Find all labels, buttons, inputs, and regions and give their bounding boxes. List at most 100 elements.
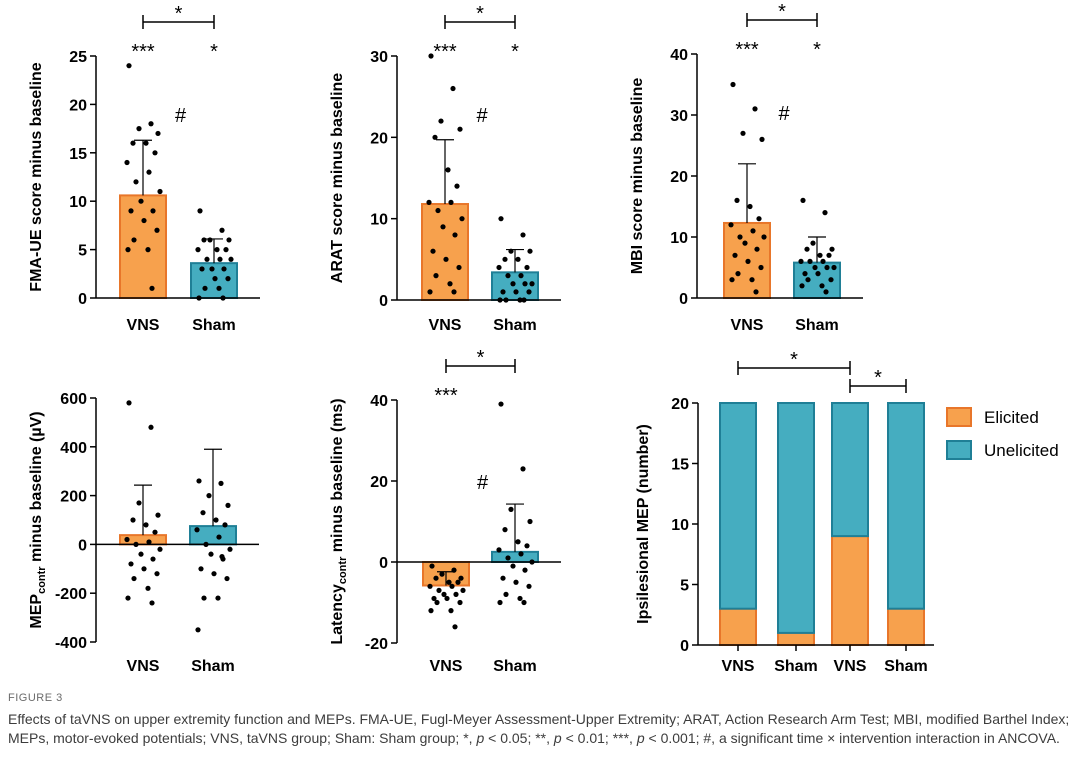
data-point — [224, 575, 230, 582]
sig-bracket-label: * — [874, 367, 882, 389]
data-point — [433, 273, 439, 279]
data-point — [745, 258, 751, 264]
data-point — [513, 289, 519, 295]
caption-seg-4: < 0.01; ***, — [561, 730, 637, 746]
data-point — [804, 246, 810, 252]
y-tick-label: 40 — [670, 47, 688, 64]
data-point — [805, 277, 811, 283]
data-point — [221, 266, 227, 272]
data-point — [219, 554, 225, 560]
bar-segment-elicited — [719, 607, 757, 647]
y-tick-label: -200 — [55, 586, 87, 603]
data-point — [820, 258, 826, 264]
data-point — [444, 595, 450, 602]
sig-bracket-label: * — [778, 1, 786, 23]
data-point — [218, 480, 224, 486]
data-point — [815, 271, 821, 277]
data-point — [829, 246, 835, 252]
data-point — [817, 252, 823, 258]
data-point — [148, 121, 154, 127]
data-point — [735, 271, 741, 277]
data-point — [138, 551, 144, 557]
data-point — [508, 248, 514, 254]
data-point — [524, 264, 530, 271]
data-point — [529, 281, 535, 287]
data-point — [131, 237, 137, 243]
x-tick-label-vns: VNS — [731, 317, 764, 334]
chart-fma: 0 5 10 15 20 25 VNS Sham FMA-UE score minus base… — [28, 3, 260, 334]
chart-mep: -400 -200 0 200 400 600 VNS Sham MEPcontr minus … — [28, 391, 259, 675]
data-point — [207, 237, 213, 243]
data-point — [798, 258, 804, 264]
data-point — [828, 277, 834, 283]
legend-label-unelicited: Unelicited — [984, 441, 1059, 460]
data-point — [752, 106, 758, 112]
data-point — [520, 232, 526, 238]
data-point — [498, 216, 504, 222]
x-tick-label-sham: Sham — [493, 658, 537, 675]
y-tick-label: 200 — [60, 489, 87, 506]
data-point — [124, 536, 130, 543]
data-point — [148, 424, 154, 430]
data-point — [799, 283, 805, 289]
data-point — [503, 591, 509, 598]
data-point — [734, 197, 740, 203]
y-tick-label: 20 — [370, 130, 388, 147]
data-point — [826, 252, 832, 258]
data-point — [453, 591, 459, 598]
data-point — [800, 197, 806, 203]
data-point — [522, 281, 528, 287]
data-point — [222, 522, 228, 528]
caption-seg-5: p — [636, 730, 645, 746]
y-tick-label: 10 — [370, 212, 388, 229]
data-point — [208, 551, 214, 557]
figure-label: FIGURE 3 — [8, 692, 63, 704]
data-point — [515, 539, 521, 545]
data-point — [527, 248, 533, 254]
x-tick-label-sham: Sham — [884, 658, 928, 675]
data-point — [428, 608, 434, 614]
data-point — [505, 273, 511, 279]
data-point — [526, 289, 532, 295]
data-point — [197, 208, 203, 214]
data-point — [428, 53, 434, 59]
data-point — [742, 240, 748, 246]
bar-segment-unelicited — [831, 402, 869, 538]
sig-bracket-label: * — [476, 3, 484, 25]
data-point — [460, 587, 466, 593]
y-axis-label: Ipsilesional MEP (number) — [635, 424, 652, 624]
y-tick-label: 30 — [370, 49, 388, 66]
data-point — [209, 266, 215, 272]
data-point — [508, 506, 514, 512]
data-point — [443, 256, 449, 262]
data-point — [459, 216, 465, 222]
y-tick-label: 30 — [670, 108, 688, 125]
data-point — [211, 571, 217, 577]
data-point — [154, 571, 160, 577]
y-tick-label: 10 — [671, 517, 689, 534]
data-point — [206, 493, 212, 499]
data-point — [429, 563, 435, 569]
data-point — [517, 595, 523, 602]
data-point — [433, 575, 439, 581]
sig-label: *** — [735, 39, 759, 61]
x-tick-label-sham: Sham — [795, 317, 839, 334]
y-tick-label: 20 — [370, 474, 388, 491]
data-point — [434, 599, 440, 606]
data-point — [819, 283, 825, 289]
data-point — [831, 264, 837, 271]
y-axis-label: MEPcontr minus baseline (µV) — [28, 411, 48, 628]
y-tick-label: 5 — [680, 578, 689, 595]
data-point — [124, 159, 130, 166]
data-point — [145, 247, 151, 253]
chart-latency: -20 0 20 40 VNS Sham Latencycontr minus baseli… — [329, 347, 561, 675]
data-point — [824, 264, 830, 271]
data-point — [497, 599, 503, 606]
sig-label: * — [210, 41, 218, 63]
data-point — [195, 247, 201, 253]
data-point — [130, 140, 136, 146]
bar-segment-elicited — [887, 607, 925, 647]
data-point — [141, 217, 147, 224]
y-tick-label: 20 — [671, 396, 689, 413]
